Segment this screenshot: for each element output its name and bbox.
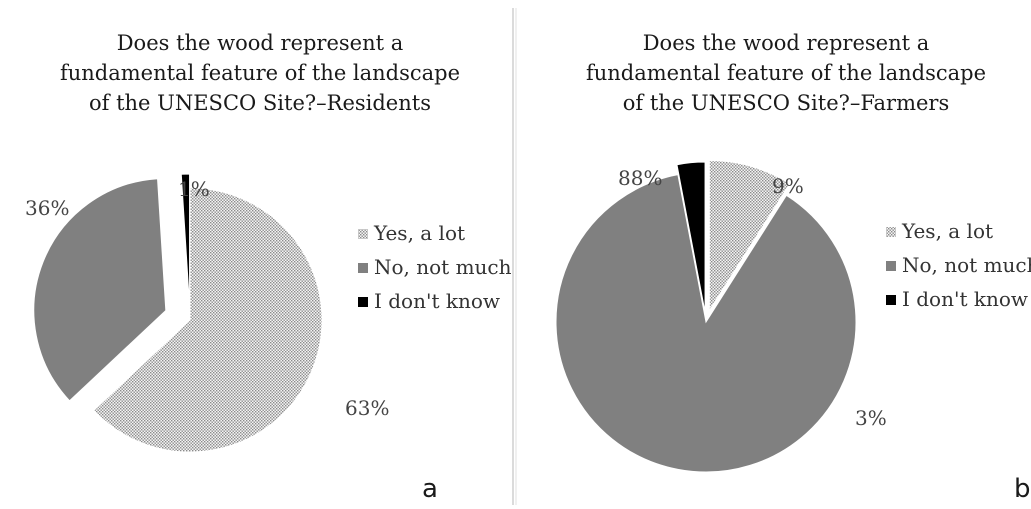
legend-swatch-i-dont-know <box>886 295 896 305</box>
pie-slice-no-not-much <box>33 178 167 402</box>
legend-swatch-i-dont-know <box>358 297 368 307</box>
pie-slice-yes-a-lot <box>708 159 791 313</box>
legend-label-no-not-much: No, not much <box>902 253 1031 277</box>
legend-label-yes-a-lot: Yes, a lot <box>901 219 993 243</box>
legend-swatch-yes-a-lot <box>358 229 368 239</box>
chart-title-line-2: fundamental feature of the landscape <box>586 61 986 85</box>
chart-title-line-3: of the UNESCO Site?–Farmers <box>623 91 950 115</box>
chart-title-line-3: of the UNESCO Site?–Residents <box>89 91 431 115</box>
chart-title-line-1: Does the wood represent a <box>117 31 404 55</box>
pie-slice-no-not-much <box>555 174 857 473</box>
data-label-yes-a-lot: 63% <box>345 396 389 420</box>
pie-slice-yes-a-lot <box>93 187 323 453</box>
chart-panel-farmers: Does the wood represent a fundamental fe… <box>555 31 1031 504</box>
panel-label: a <box>422 474 438 504</box>
legend-label-yes-a-lot: Yes, a lot <box>373 221 465 245</box>
legend-swatch-yes-a-lot <box>886 227 896 237</box>
chart-title-line-2: fundamental feature of the landscape <box>60 61 460 85</box>
legend-label-no-not-much: No, not much <box>374 255 512 279</box>
chart-panel-residents: Does the wood represent a fundamental fe… <box>25 31 512 504</box>
legend-label-i-dont-know: I don't know <box>374 289 500 313</box>
data-label-i-dont-know: 3% <box>855 406 887 430</box>
legend-label-i-dont-know: I don't know <box>902 287 1028 311</box>
data-label-no-not-much: 88% <box>618 166 662 190</box>
data-label-yes-a-lot: 9% <box>772 174 804 198</box>
legend-swatch-no-not-much <box>358 263 368 273</box>
chart-title-line-1: Does the wood represent a <box>643 31 930 55</box>
data-label-no-not-much: 36% <box>25 196 69 220</box>
data-label-i-dont-know: 1% <box>178 177 210 201</box>
pie-slice-i-dont-know <box>180 173 191 307</box>
panel-label: b <box>1014 474 1031 504</box>
legend-swatch-no-not-much <box>886 261 896 271</box>
pie-slice-i-dont-know <box>676 161 706 313</box>
